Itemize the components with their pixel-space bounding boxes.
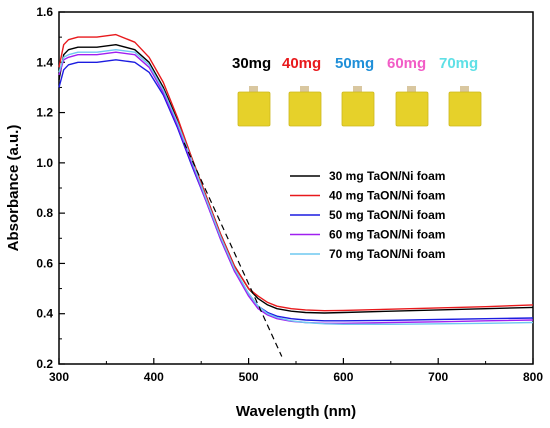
series-line-4 xyxy=(58,51,534,324)
x-tick-label: 600 xyxy=(333,370,353,384)
x-tick-label: 400 xyxy=(144,370,164,384)
sample-foam xyxy=(341,91,375,127)
sample-tab xyxy=(353,86,362,94)
series-line-1 xyxy=(58,44,534,314)
sample-photo-4 xyxy=(395,86,429,127)
sample-label-60mg: 60mg xyxy=(387,55,426,72)
x-tick-label: 800 xyxy=(523,370,543,384)
y-tick-label: 0.2 xyxy=(36,357,53,371)
y-tick-label: 0.6 xyxy=(36,256,53,270)
y-tick-label: 0.4 xyxy=(36,307,53,321)
sample-photo-1 xyxy=(237,86,271,127)
series-lines xyxy=(58,33,534,325)
sample-tab xyxy=(300,86,309,94)
sample-foam xyxy=(395,91,429,127)
sample-photo-2 xyxy=(288,86,322,127)
sample-photo-3 xyxy=(341,86,375,127)
x-axis: 300 400 500 600 700 800 xyxy=(49,358,543,384)
sample-label-30mg: 30mg xyxy=(232,55,271,72)
y-tick-label: 1.4 xyxy=(36,55,53,69)
legend-label-4: 60 mg TaON/Ni foam xyxy=(329,228,445,242)
sample-label-40mg: 40mg xyxy=(282,55,321,72)
sample-mass-labels: 30mg 40mg 50mg 60mg 70mg xyxy=(232,55,478,72)
legend-label-3: 50 mg TaON/Ni foam xyxy=(329,208,445,222)
x-tick-label: 700 xyxy=(428,370,448,384)
x-tick-label: 300 xyxy=(49,370,69,384)
tangent-dashed-line xyxy=(183,142,283,357)
y-tick-label: 0.8 xyxy=(36,206,53,220)
sample-foam xyxy=(448,91,482,127)
y-tick-label: 1.6 xyxy=(36,5,53,19)
sample-label-70mg: 70mg xyxy=(439,55,478,72)
sample-foam xyxy=(237,91,271,127)
y-axis-label: Absorbance (a.u.) xyxy=(5,125,22,252)
x-axis-label: Wavelength (nm) xyxy=(236,403,356,420)
legend-label-5: 70 mg TaON/Ni foam xyxy=(329,247,445,261)
y-axis: 0.2 0.4 0.6 0.8 1.0 1.2 1.4 1.6 xyxy=(36,5,65,371)
sample-photo-5 xyxy=(448,86,482,127)
sample-label-50mg: 50mg xyxy=(335,55,374,72)
legend-label-1: 30 mg TaON/Ni foam xyxy=(329,169,445,183)
legend: 30 mg TaON/Ni foam 40 mg TaON/Ni foam 50 m… xyxy=(290,169,445,261)
y-tick-label: 1.2 xyxy=(36,106,53,120)
sample-tab xyxy=(460,86,469,94)
y-tick-label: 1.0 xyxy=(36,156,53,170)
sample-photos xyxy=(237,86,482,127)
sample-tab xyxy=(407,86,416,94)
legend-label-2: 40 mg TaON/Ni foam xyxy=(329,189,445,203)
sample-foam xyxy=(288,91,322,127)
sample-tab xyxy=(249,86,258,94)
series-line-2 xyxy=(58,33,534,312)
series-line-5 xyxy=(58,49,534,325)
x-tick-label: 500 xyxy=(239,370,259,384)
